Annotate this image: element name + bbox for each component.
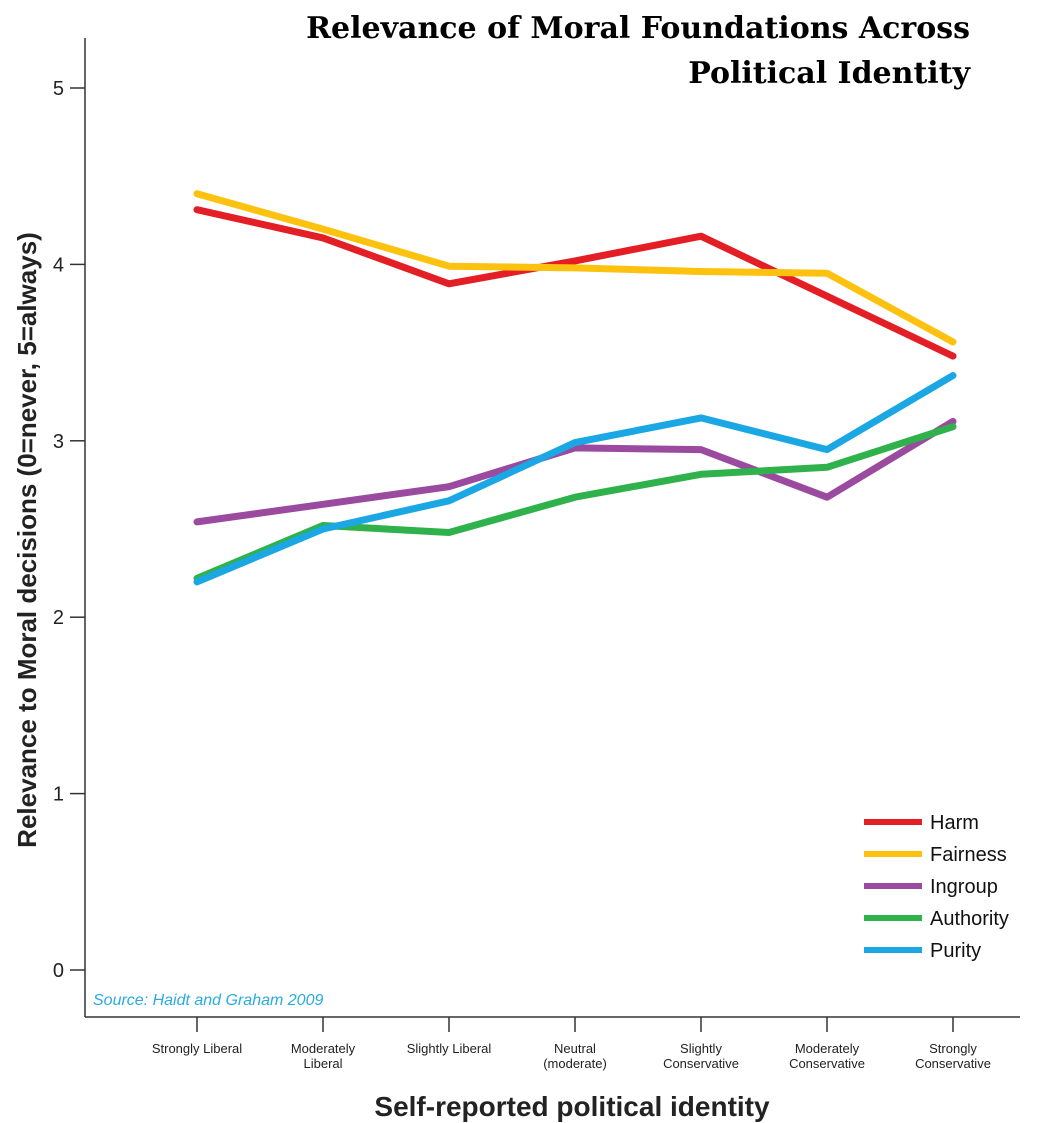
x-tick-label: Conservative — [915, 1056, 991, 1071]
y-tick-label: 2 — [53, 607, 64, 629]
axes — [84, 38, 1020, 1018]
x-tick-label: (moderate) — [543, 1056, 607, 1071]
x-tick-label: Strongly Liberal — [152, 1041, 242, 1056]
y-ticks: 0 1 2 3 4 5 — [53, 78, 85, 982]
x-tick-label: Strongly — [929, 1041, 977, 1056]
x-ticks: Strongly Liberal ModeratelyLiberalSlightl… — [152, 1017, 991, 1071]
y-tick-label: 1 — [53, 784, 64, 806]
y-tick-label: 5 — [53, 78, 64, 100]
y-tick-label: 0 — [53, 960, 64, 982]
x-tick-label: Moderately — [291, 1041, 356, 1056]
legend-label-harm: Harm — [930, 812, 979, 834]
legend: Harm Fairness Ingroup Authority Purity — [864, 812, 1009, 962]
x-tick-label: Conservative — [663, 1056, 739, 1071]
series-line-purity — [193, 372, 957, 586]
y-axis-label: Relevance to Moral decisions (0=never, 5… — [12, 232, 42, 848]
chart-title-line-0: Relevance of Moral Foundations Across — [306, 11, 970, 46]
x-tick-label: Slightly Liberal — [407, 1041, 492, 1056]
chart-title-line-1: Political Identity — [688, 56, 971, 91]
x-tick-label: Liberal — [303, 1056, 342, 1071]
x-tick-label: Slightly — [680, 1041, 722, 1056]
y-tick-label: 4 — [53, 254, 64, 276]
series-line-ingroup — [193, 417, 957, 526]
series-lines — [193, 190, 957, 586]
legend-label-purity: Purity — [930, 940, 981, 962]
x-tick-label: Moderately — [795, 1041, 860, 1056]
legend-label-authority: Authority — [930, 908, 1009, 930]
x-axis-label: Self-reported political identity — [374, 1091, 770, 1122]
chart-title: Relevance of Moral Foundations Across Pol… — [306, 11, 971, 91]
x-tick-label: Neutral — [554, 1041, 596, 1056]
series-line-harm — [193, 206, 957, 360]
x-tick-label: Conservative — [789, 1056, 865, 1071]
series-line-fairness — [193, 190, 957, 346]
source-note: Source: Haidt and Graham 2009 — [93, 992, 323, 1009]
legend-label-ingroup: Ingroup — [930, 876, 998, 898]
legend-label-fairness: Fairness — [930, 844, 1007, 866]
y-tick-label: 3 — [53, 431, 64, 453]
